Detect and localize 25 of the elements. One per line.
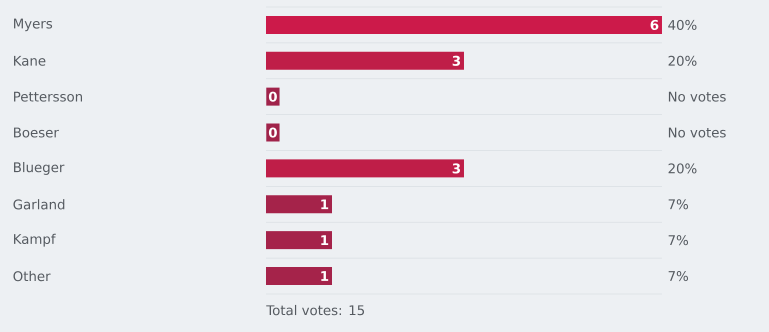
text: 40% bbox=[668, 20, 696, 30]
text: No votes bbox=[668, 128, 726, 138]
data-label: 1 bbox=[321, 199, 328, 210]
data-label: 3 bbox=[452, 163, 460, 174]
text: 7% bbox=[668, 199, 688, 210]
text: 7% bbox=[668, 235, 688, 246]
data-label: 0 bbox=[268, 92, 277, 102]
text: Total votes: 15 bbox=[266, 304, 364, 316]
data-label: 6 bbox=[650, 20, 658, 30]
y-tick-label: Pettersson bbox=[14, 92, 82, 102]
y-tick-label: Other bbox=[13, 270, 51, 282]
y-tick-label: Blueger bbox=[14, 162, 64, 175]
y-tick-label: Myers bbox=[14, 18, 52, 32]
data-label: 1 bbox=[321, 271, 328, 281]
y-tick-label: Kane bbox=[14, 56, 46, 66]
y-tick-label: Boeser bbox=[14, 128, 59, 138]
text: 7% bbox=[668, 270, 688, 282]
y-tick-label: Garland bbox=[13, 199, 64, 210]
text: 20% bbox=[668, 163, 696, 174]
data-label: 3 bbox=[452, 56, 460, 66]
data-label: 0 bbox=[268, 128, 277, 138]
text: No votes bbox=[668, 92, 726, 102]
text: 20% bbox=[668, 56, 696, 66]
y-tick-label: Kampf bbox=[14, 234, 56, 247]
data-label: 1 bbox=[321, 235, 328, 246]
